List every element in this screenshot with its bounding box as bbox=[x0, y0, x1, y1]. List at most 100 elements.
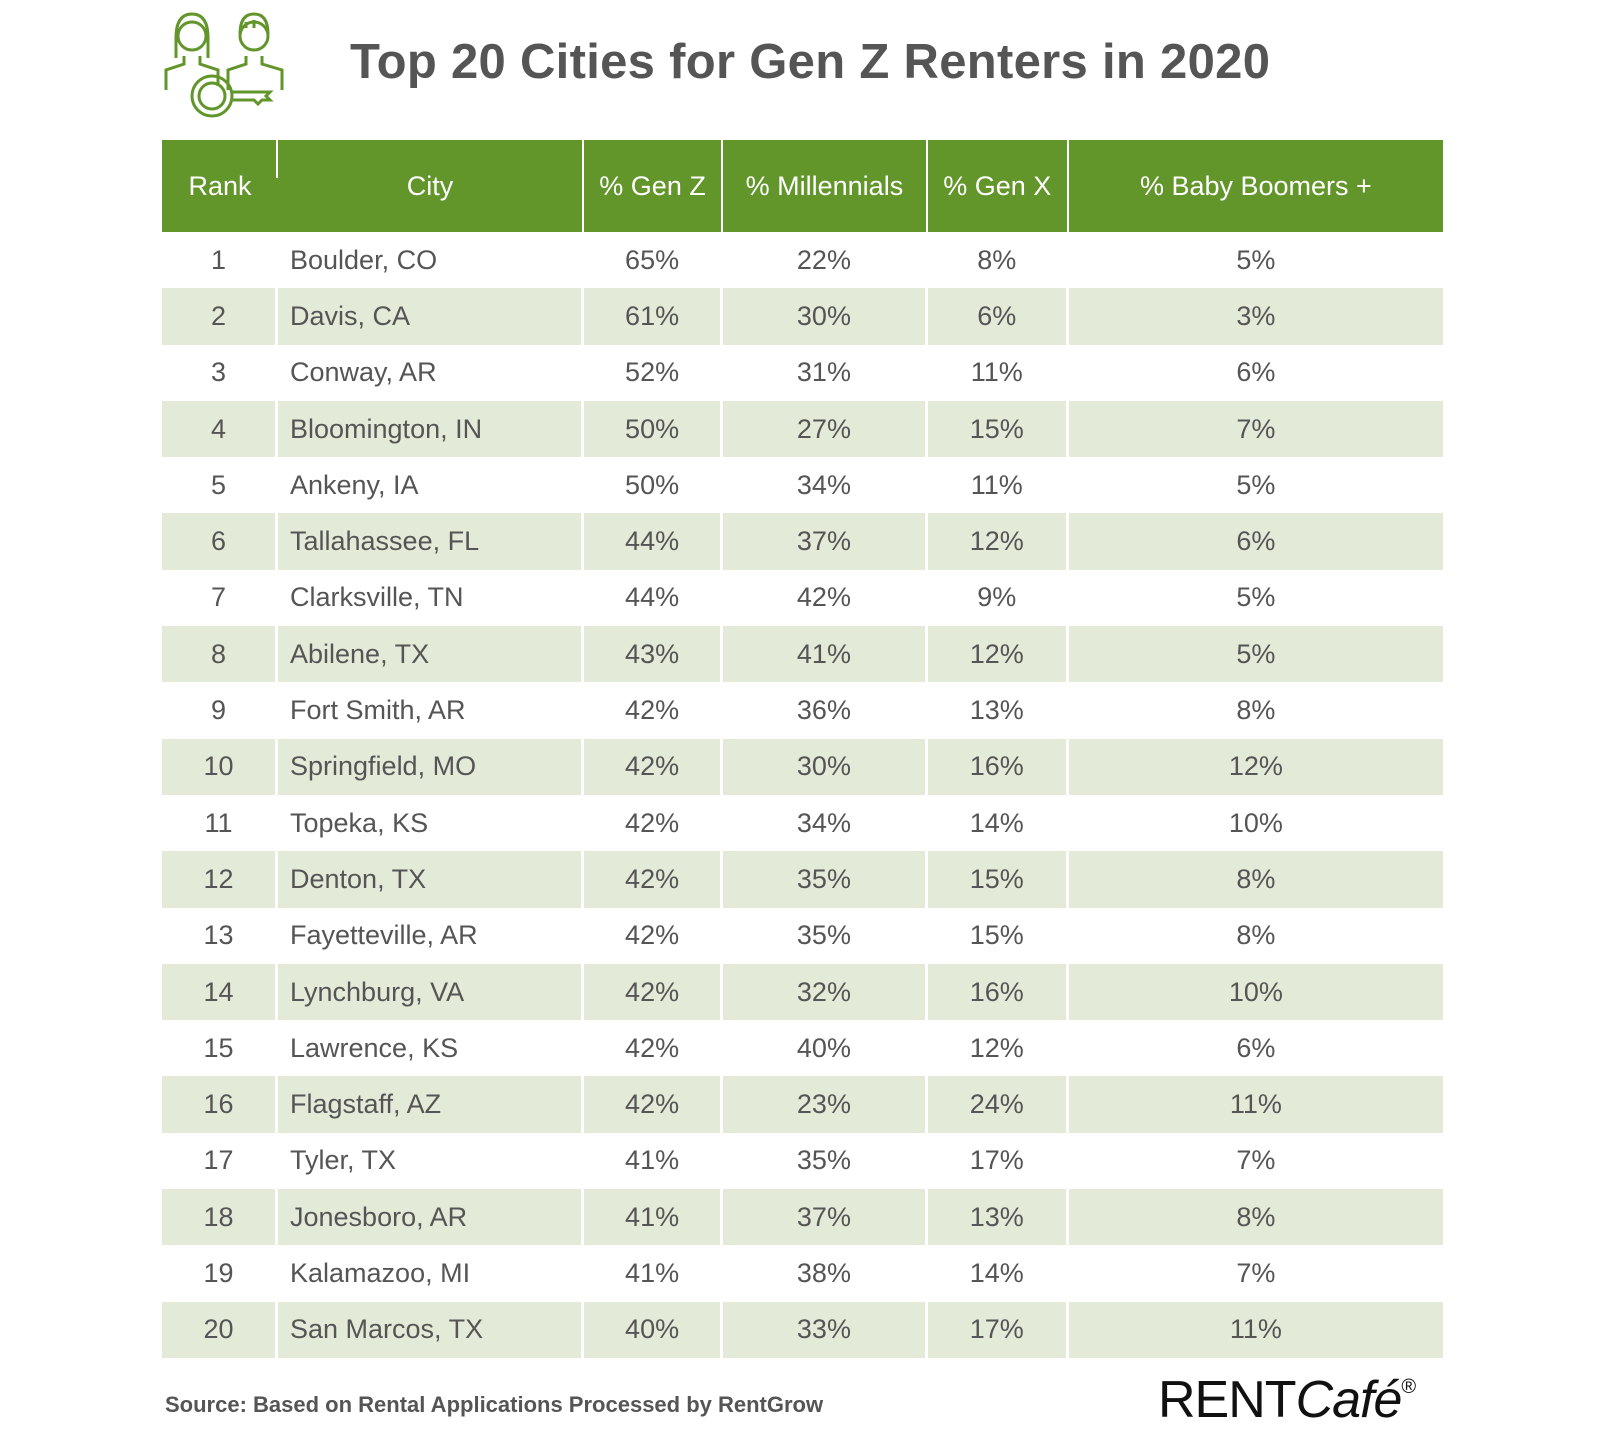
cell-millennials: 35% bbox=[723, 1132, 928, 1190]
table-row: 12 Denton, TX 42% 35% 15% 8% bbox=[162, 851, 1443, 908]
cell-baby-boomers: 12% bbox=[1068, 738, 1443, 795]
cell-gen-z: 41% bbox=[584, 1132, 724, 1190]
table-row: 13 Fayetteville, AR 42% 35% 15% 8% bbox=[162, 907, 1443, 964]
table-row: 4 Bloomington, IN 50% 27% 15% 7% bbox=[162, 400, 1443, 458]
cell-baby-boomers: 6% bbox=[1236, 357, 1276, 388]
cell-city: Fort Smith, AR bbox=[278, 682, 584, 739]
cell-rank: 14 bbox=[162, 963, 278, 1021]
cell-rank: 7 bbox=[162, 569, 278, 627]
table-row: 3 Conway, AR 52% 31% 11% 6% bbox=[162, 344, 1443, 401]
cell-gen-z: 42% bbox=[584, 1020, 724, 1077]
table-row: 5 Ankeny, IA 50% 34% 11% 5% bbox=[162, 457, 1443, 514]
cell-millennials: 30% bbox=[723, 288, 928, 345]
cell-city: Springfield, MO bbox=[278, 738, 584, 795]
cell-millennials: 33% bbox=[723, 1301, 928, 1358]
cell-gen-z: 42% bbox=[584, 738, 724, 795]
cell-city: Davis, CA bbox=[278, 288, 584, 345]
table-row: 2 Davis, CA 61% 30% 6% 3% bbox=[162, 288, 1443, 345]
cell-millennials: 35% bbox=[723, 907, 928, 964]
cell-millennials: 34% bbox=[723, 794, 928, 852]
cell-gen-z: 65% bbox=[584, 232, 724, 289]
cell-millennials: 32% bbox=[723, 963, 928, 1021]
cell-millennials: 37% bbox=[723, 1189, 928, 1246]
cell-millennials: 42% bbox=[723, 569, 928, 627]
cell-city: Flagstaff, AZ bbox=[278, 1076, 584, 1133]
cell-millennials: 27% bbox=[723, 400, 928, 458]
column-header-city: City bbox=[278, 140, 584, 232]
cell-gen-x: 8% bbox=[928, 232, 1069, 289]
cell-city: Denton, TX bbox=[278, 851, 584, 908]
cell-baby-boomers: 7% bbox=[1236, 1257, 1276, 1288]
page-title: Top 20 Cities for Gen Z Renters in 2020 bbox=[350, 35, 1271, 89]
cell-millennials: 22% bbox=[723, 232, 928, 289]
cell-gen-x: 11% bbox=[928, 344, 1069, 401]
cell-rank: 2 bbox=[162, 288, 278, 345]
cell-rank: 9 bbox=[162, 682, 278, 739]
cell-gen-x: 17% bbox=[928, 1132, 1069, 1190]
cell-city: Lynchburg, VA bbox=[278, 963, 584, 1021]
cell-gen-x: 15% bbox=[927, 400, 1069, 458]
cell-rank: 16 bbox=[162, 1076, 278, 1133]
cell-baby-boomers: 5% bbox=[1236, 469, 1276, 500]
cell-rank: 17 bbox=[162, 1132, 278, 1190]
column-header-gen-x: % Gen X bbox=[927, 140, 1069, 232]
cell-city: San Marcos, TX bbox=[278, 1301, 584, 1358]
cell-gen-z: 42% bbox=[584, 851, 724, 908]
table-row: 16 Flagstaff, AZ 42% 23% 24% 11% bbox=[162, 1076, 1443, 1133]
cell-millennials: 23% bbox=[723, 1076, 928, 1133]
table-row: 9 Fort Smith, AR 42% 36% 13% 8% bbox=[162, 682, 1443, 739]
table-row: 1 Boulder, CO 65% 22% 8% 5% bbox=[162, 232, 1443, 289]
cell-city: Topeka, KS bbox=[278, 794, 584, 852]
cell-gen-x: 16% bbox=[927, 963, 1069, 1021]
cell-rank: 4 bbox=[162, 400, 278, 458]
cell-millennials: 31% bbox=[723, 344, 928, 401]
table-row: 14 Lynchburg, VA 42% 32% 16% 10% bbox=[162, 963, 1443, 1021]
table-row: 6 Tallahassee, FL 44% 37% 12% 6% bbox=[162, 513, 1443, 570]
cell-gen-x: 15% bbox=[928, 907, 1069, 964]
cell-city: Conway, AR bbox=[278, 344, 584, 401]
cell-city: Kalamazoo, MI bbox=[278, 1245, 584, 1302]
cell-millennials: 34% bbox=[723, 457, 928, 514]
column-header-rank: Rank bbox=[162, 140, 278, 232]
cell-gen-z: 44% bbox=[584, 569, 724, 627]
cell-millennials: 30% bbox=[723, 738, 928, 795]
cell-rank: 8 bbox=[162, 626, 278, 683]
cell-city: Tallahassee, FL bbox=[278, 513, 584, 570]
cell-gen-z: 41% bbox=[584, 1245, 724, 1302]
cell-baby-boomers: 10% bbox=[1228, 807, 1283, 838]
cell-baby-boomers: 8% bbox=[1068, 851, 1443, 908]
cell-gen-z: 50% bbox=[584, 457, 724, 514]
cell-gen-x: 9% bbox=[928, 569, 1069, 627]
cell-city: Fayetteville, AR bbox=[278, 907, 584, 964]
cell-rank: 5 bbox=[162, 457, 278, 514]
cell-rank: 6 bbox=[162, 513, 278, 570]
table-row: 19 Kalamazoo, MI 41% 38% 14% 7% bbox=[162, 1245, 1443, 1302]
cell-gen-x: 6% bbox=[927, 288, 1069, 345]
cell-city: Tyler, TX bbox=[278, 1132, 584, 1190]
table-row: 11 Topeka, KS 42% 34% 14% 10% bbox=[162, 794, 1443, 852]
source-note: Source: Based on Rental Applications Pro… bbox=[165, 1392, 824, 1417]
cell-gen-z: 52% bbox=[584, 344, 724, 401]
table-header-row: Rank City % Gen Z % Millennials % Gen X … bbox=[162, 140, 1443, 232]
cell-gen-z: 44% bbox=[584, 513, 724, 570]
cell-gen-z: 40% bbox=[584, 1301, 724, 1358]
column-header-millennials: % Millennials bbox=[723, 140, 928, 232]
cell-rank: 11 bbox=[162, 794, 278, 852]
cell-baby-boomers: 6% bbox=[1236, 1032, 1276, 1063]
cell-gen-z: 50% bbox=[584, 400, 724, 458]
column-header-gen-z: % Gen Z bbox=[584, 140, 724, 232]
cell-city: Ankeny, IA bbox=[278, 457, 584, 514]
cell-gen-x: 14% bbox=[928, 794, 1069, 852]
cell-rank: 12 bbox=[162, 851, 278, 908]
cell-gen-x: 24% bbox=[927, 1076, 1069, 1133]
cell-gen-z: 42% bbox=[584, 1076, 724, 1133]
renters-with-key-icon bbox=[164, 12, 284, 118]
cell-millennials: 41% bbox=[723, 626, 928, 683]
cell-millennials: 38% bbox=[723, 1245, 928, 1302]
table-row: 10 Springfield, MO 42% 30% 16% 12% bbox=[162, 738, 1443, 795]
cell-millennials: 40% bbox=[723, 1020, 928, 1077]
cell-city: Lawrence, KS bbox=[278, 1020, 584, 1077]
table-row: 15 Lawrence, KS 42% 40% 12% 6% bbox=[162, 1020, 1443, 1077]
cell-baby-boomers: 8% bbox=[1236, 920, 1276, 951]
cell-baby-boomers: 8% bbox=[1068, 1189, 1443, 1246]
